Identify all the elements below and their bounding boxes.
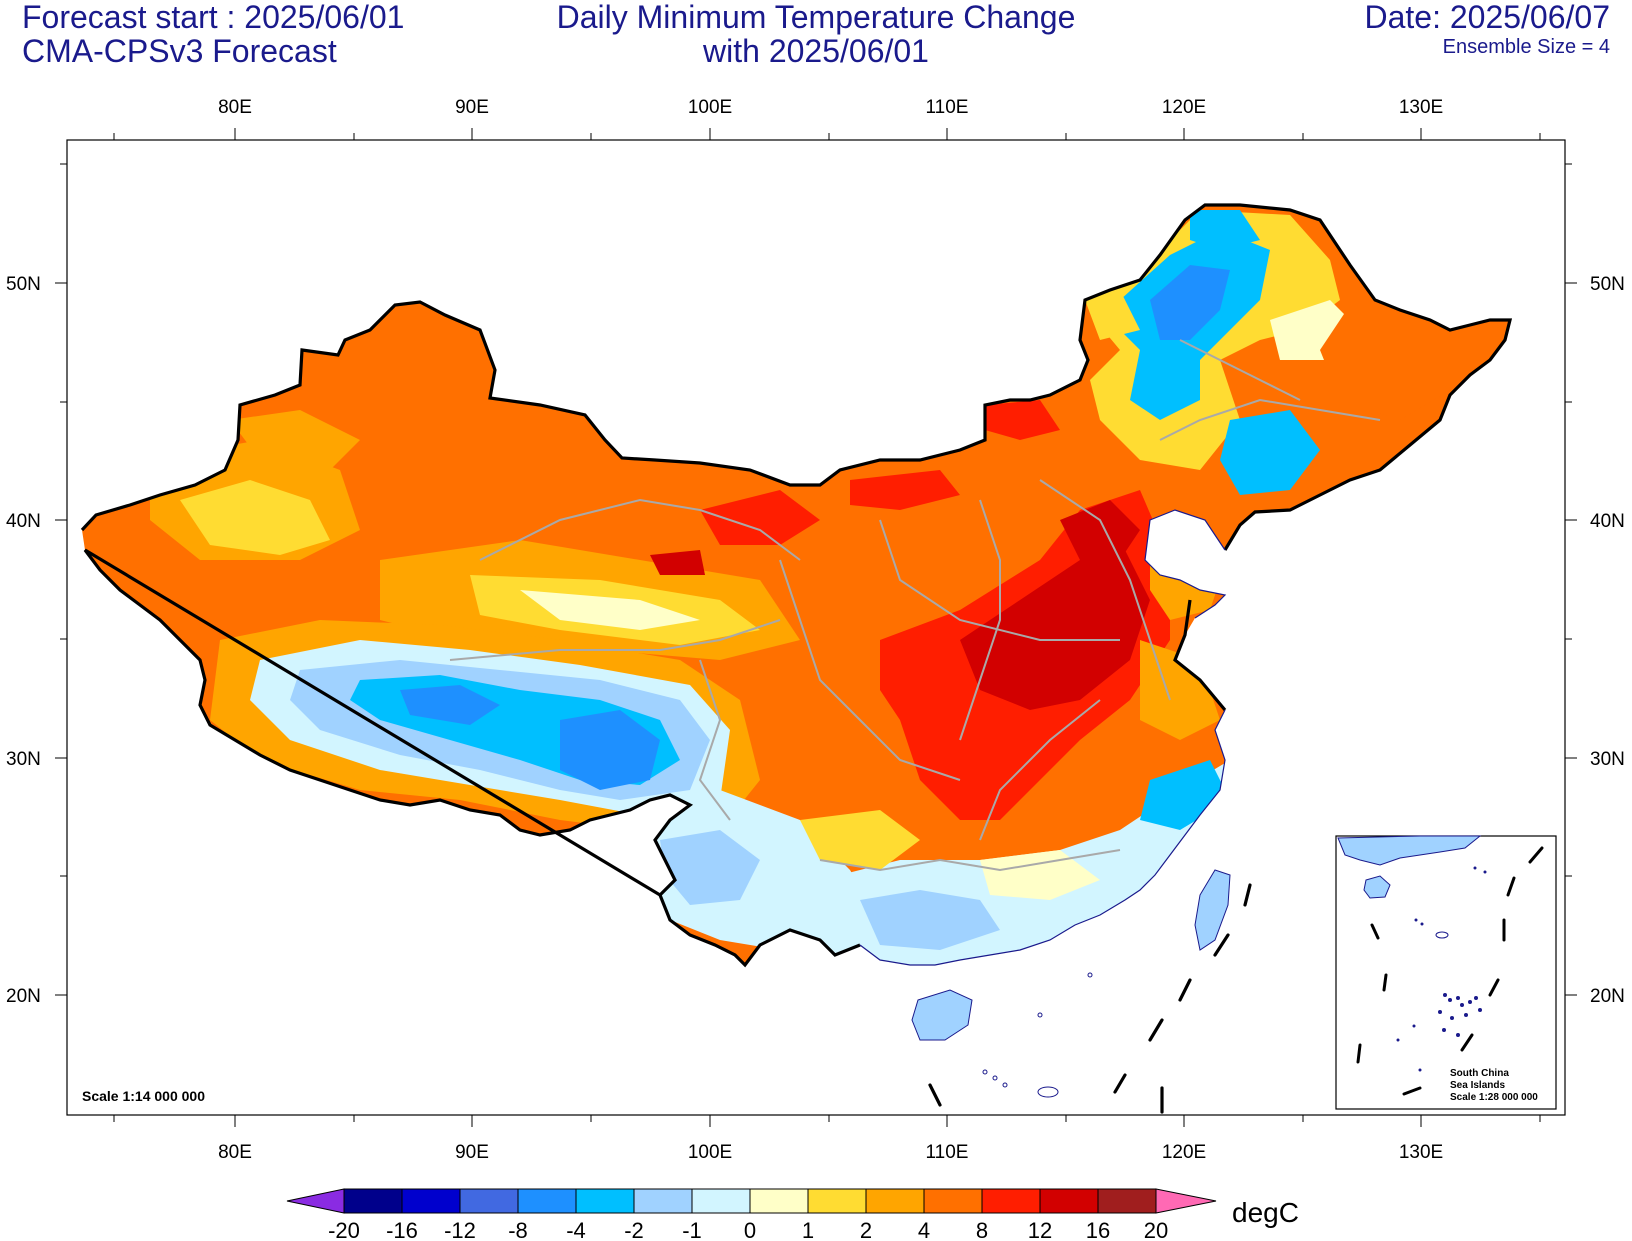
lon-label-100e-top: 100E	[688, 97, 732, 118]
model-label: CMA-CPSv3 Forecast	[22, 33, 337, 69]
colorbar-swatch	[749, 1188, 809, 1214]
lon-label-130e-bottom: 130E	[1399, 1142, 1443, 1163]
lat-label-20n-right: 20N	[1590, 986, 1625, 1007]
lat-label-20n-left: 20N	[6, 986, 41, 1007]
colorbar-unit: degC	[1232, 1197, 1299, 1228]
lat-label-40n-left: 40N	[6, 511, 41, 532]
lat-label-30n-left: 30N	[6, 749, 41, 770]
colorbar-swatch	[459, 1188, 519, 1214]
colorbar-swatch	[807, 1188, 867, 1214]
colorbar: -20 -16 -12 -8 -4 -2 -1 0 1 2 4 8 12 16 …	[286, 1188, 1299, 1241]
inset-islands	[1396, 866, 1487, 1072]
colorbar-swatch	[633, 1188, 693, 1214]
nine-dash-line	[928, 883, 1252, 1114]
colorbar-label: 16	[1086, 1218, 1110, 1241]
colorbar-swatch	[1097, 1188, 1157, 1214]
inset-title-line2: Sea Islands	[1450, 1080, 1505, 1091]
colorbar-swatch	[1039, 1188, 1099, 1214]
map-scale-label: Scale 1:14 000 000	[82, 1088, 205, 1104]
colorbar-swatch	[401, 1188, 461, 1214]
lon-label-120e-top: 120E	[1162, 97, 1206, 118]
colorbar-label: -16	[386, 1218, 418, 1241]
inset-frame	[1335, 835, 1557, 1110]
colorbar-label: 12	[1028, 1218, 1052, 1241]
lon-label-90e-top: 90E	[455, 97, 489, 118]
colorbar-swatch	[923, 1188, 983, 1214]
colorbar-swatch	[865, 1188, 925, 1214]
lon-label-80e-bottom: 80E	[218, 1142, 252, 1163]
taiwan-island	[1194, 869, 1231, 951]
inset-scale-label: Scale 1:28 000 000	[1450, 1092, 1538, 1103]
province-boundaries	[449, 339, 1381, 872]
south-sea-islets	[982, 972, 1093, 1098]
coastline	[859, 509, 1227, 966]
scs-inset: South China Sea Islands Scale 1:28 000 0…	[1335, 835, 1557, 1110]
colorbar-swatch	[981, 1188, 1041, 1214]
inset-dash-line	[1356, 846, 1544, 1096]
colorbar-label: -2	[624, 1218, 644, 1241]
lat-label-40n-right: 40N	[1590, 511, 1625, 532]
colorbar-swatch	[691, 1188, 751, 1214]
lon-label-130e-top: 130E	[1399, 97, 1443, 118]
forecast-start-label: Forecast start : 2025/06/01	[22, 0, 405, 35]
ensemble-size-label: Ensemble Size = 4	[1442, 36, 1610, 58]
colorbar-label: 8	[976, 1218, 988, 1241]
colorbar-label: -12	[444, 1218, 476, 1241]
lat-label-30n-right: 30N	[1590, 749, 1625, 770]
inset-title-line1: South China	[1450, 1068, 1509, 1079]
inset-hainan	[1363, 875, 1391, 899]
lat-label-50n-left: 50N	[6, 274, 41, 295]
valid-date-label: Date: 2025/06/07	[1364, 0, 1610, 35]
colorbar-label: 20	[1144, 1218, 1168, 1241]
colorbar-swatch	[517, 1188, 577, 1214]
colorbar-label: -4	[566, 1218, 586, 1241]
colorbar-swatch	[343, 1188, 403, 1214]
lat-label-50n-right: 50N	[1590, 274, 1625, 295]
inset-coast	[1337, 835, 1482, 866]
lon-label-110e-bottom: 110E	[926, 1142, 969, 1163]
colorbar-label: -8	[508, 1218, 528, 1241]
colorbar-label: -1	[682, 1218, 702, 1241]
colorbar-swatch	[575, 1188, 635, 1214]
colorbar-label: 1	[802, 1218, 814, 1241]
colorbar-label: -20	[328, 1218, 360, 1241]
colorbar-label: 2	[860, 1218, 872, 1241]
lon-label-90e-bottom: 90E	[455, 1142, 489, 1163]
colorbar-swatch-over	[1155, 1188, 1217, 1214]
map-title: Daily Minimum Temperature Change	[556, 0, 1076, 35]
colorbar-label: 0	[744, 1218, 756, 1241]
colorbar-label: 4	[918, 1218, 930, 1241]
lon-label-100e-bottom: 100E	[688, 1142, 732, 1163]
lon-label-80e-top: 80E	[218, 97, 252, 118]
lon-label-120e-bottom: 120E	[1162, 1142, 1206, 1163]
colorbar-swatch-under	[286, 1188, 345, 1214]
map-subtitle: with 2025/06/01	[703, 33, 929, 69]
lon-label-110e-top: 110E	[926, 97, 969, 118]
hainan-island	[911, 989, 973, 1041]
axis-ticks	[55, 128, 1577, 1127]
china-outline	[80, 203, 1513, 968]
